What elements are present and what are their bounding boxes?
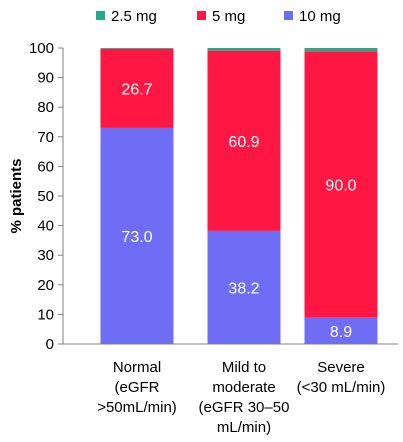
- legend-swatch-10-mg: [284, 11, 293, 20]
- y-tick-label: 0: [46, 336, 54, 353]
- x-tick-label: Severe: [317, 359, 365, 376]
- bar-segment-2-5-mg-1: [207, 48, 281, 51]
- x-tick-label: >50mL/min): [97, 399, 177, 416]
- bar-segment-10-mg-1: [207, 230, 281, 344]
- bar-segment-5-mg-2: [304, 51, 378, 318]
- bar-segment-5-mg-0: [100, 48, 174, 128]
- data-label: 38.2: [228, 280, 259, 297]
- legend-label: 2.5 mg: [111, 8, 157, 25]
- data-label: 8.9: [330, 324, 352, 341]
- legend-label: 5 mg: [212, 8, 245, 25]
- data-label: 90.0: [325, 177, 356, 194]
- x-tick-label: (<30 mL/min): [297, 379, 386, 396]
- y-tick-label: 80: [37, 99, 54, 116]
- x-tick-label: mL/min): [217, 419, 271, 436]
- y-tick-label: 60: [37, 158, 54, 175]
- y-tick-label: 40: [37, 218, 54, 235]
- x-tick-label: Mild to: [222, 359, 266, 376]
- legend-swatch-5-mg: [197, 11, 206, 20]
- y-tick-label: 90: [37, 70, 54, 87]
- bar-segment-5-mg-1: [207, 50, 281, 231]
- y-tick-label: 10: [37, 306, 54, 323]
- bar-segment-2-5-mg-0: [100, 48, 174, 49]
- data-label: 26.7: [121, 81, 152, 98]
- y-tick-label: 100: [29, 40, 54, 57]
- y-tick-label: 20: [37, 277, 54, 294]
- y-axis-title: % patients: [8, 158, 25, 233]
- y-tick-label: 70: [37, 129, 54, 146]
- legend-label: 10 mg: [299, 8, 341, 25]
- y-tick-label: 50: [37, 188, 54, 205]
- x-tick-label: (eGFR: [115, 379, 160, 396]
- legend-swatch-2-5-mg: [96, 11, 105, 20]
- data-label: 73.0: [121, 229, 152, 246]
- bar-segment-10-mg-2: [304, 317, 378, 344]
- x-tick-label: Normal: [113, 359, 161, 376]
- bar-segment-2-5-mg-2: [304, 48, 378, 52]
- y-tick-label: 30: [37, 247, 54, 264]
- x-tick-label: moderate: [212, 379, 275, 396]
- bar-segment-10-mg-0: [100, 127, 174, 344]
- data-label: 60.9: [228, 134, 259, 151]
- x-tick-label: (eGFR 30–50: [199, 399, 290, 416]
